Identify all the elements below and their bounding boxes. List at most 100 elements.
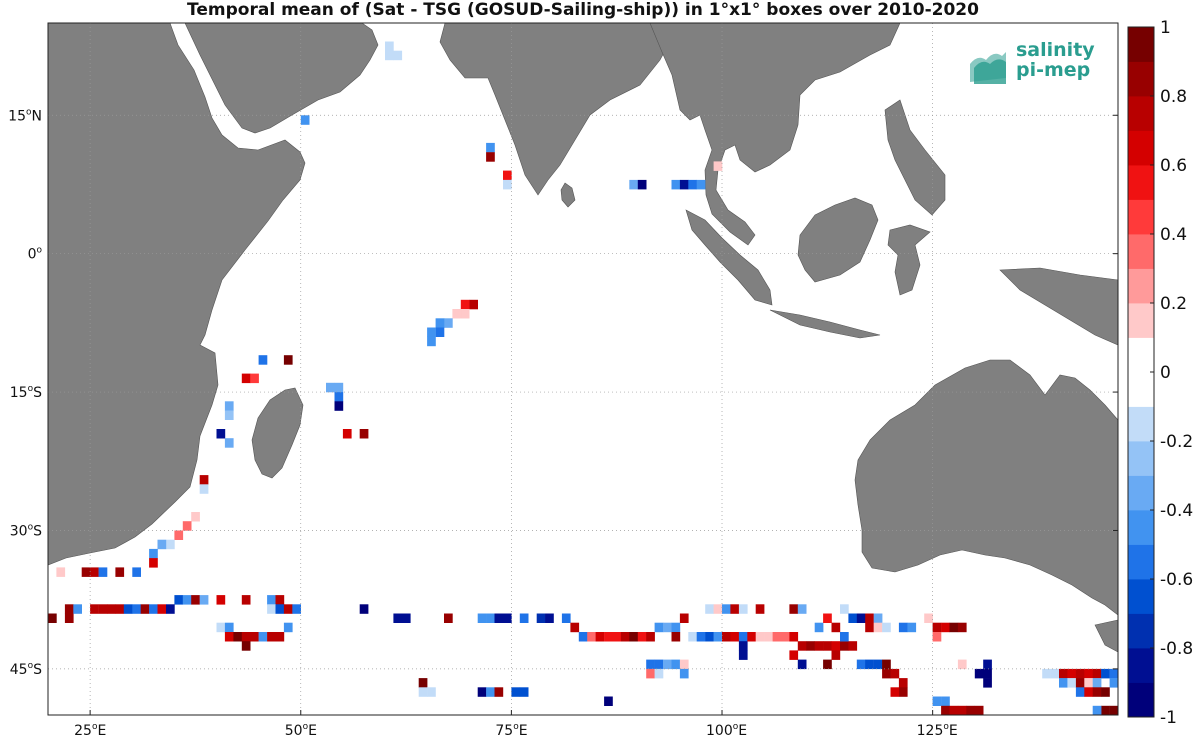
- data-cell: [224, 410, 234, 420]
- data-cell: [401, 613, 411, 623]
- data-cell: [679, 613, 689, 623]
- data-cell: [418, 678, 428, 688]
- data-cell: [435, 327, 445, 337]
- colorbar-tick-label: -1: [1160, 708, 1177, 728]
- data-cell: [789, 604, 799, 614]
- data-cell: [865, 622, 874, 633]
- data-cell: [873, 622, 883, 633]
- data-cell: [848, 613, 858, 623]
- data-cell: [224, 622, 234, 633]
- borneo-island: [797, 197, 879, 283]
- data-cell: [283, 622, 293, 633]
- colorbar-segment: [1128, 61, 1154, 97]
- data-cell: [646, 632, 655, 642]
- data-cell: [831, 650, 841, 660]
- logo-line2: pi-mep: [1016, 59, 1091, 81]
- data-cell: [738, 641, 748, 651]
- lon-tick-label: 25oE: [74, 722, 106, 739]
- data-cell: [654, 668, 664, 679]
- logo-wave-icon: [970, 52, 1006, 84]
- data-cell: [654, 622, 664, 633]
- colorbar-tick-label: -0.4: [1160, 501, 1193, 521]
- data-cell: [511, 687, 521, 697]
- data-cell: [98, 604, 108, 614]
- data-cell: [486, 142, 495, 153]
- data-cell: [941, 622, 950, 633]
- data-cell: [98, 567, 108, 577]
- data-cell: [486, 613, 495, 623]
- data-cell: [385, 50, 394, 61]
- data-cell: [233, 632, 243, 642]
- data-cell: [334, 392, 344, 402]
- data-cell: [199, 475, 209, 485]
- data-cell: [654, 659, 664, 670]
- data-cell: [1084, 687, 1093, 697]
- data-cell: [814, 622, 824, 633]
- data-cell: [427, 336, 436, 347]
- data-cell: [250, 373, 259, 384]
- data-cell: [300, 115, 310, 125]
- colorbar-segment: [1128, 682, 1154, 718]
- colorbar-segment: [1128, 648, 1154, 683]
- data-cell: [241, 373, 251, 384]
- colorbar-segment: [1128, 303, 1154, 338]
- data-cell: [848, 641, 858, 651]
- colorbar-segment: [1128, 337, 1154, 373]
- data-cell: [157, 539, 167, 550]
- plot-title: Temporal mean of (Sat - TSG (GOSUD-Saili…: [187, 0, 979, 20]
- data-cell: [856, 613, 866, 623]
- india-landmass: [439, 22, 681, 196]
- data-cell: [882, 659, 891, 670]
- data-cell: [334, 382, 344, 393]
- data-cell: [840, 604, 849, 614]
- data-cell: [427, 327, 436, 337]
- colorbar-tick-label: -0.8: [1160, 639, 1193, 659]
- data-cell: [536, 613, 546, 623]
- lon-tick-label: 125oE: [917, 722, 958, 739]
- data-cell: [334, 401, 344, 411]
- data-cell: [216, 429, 226, 439]
- data-cell: [64, 604, 74, 614]
- data-cell: [957, 659, 967, 670]
- colorbar-segment: [1128, 165, 1154, 200]
- data-cell: [671, 179, 681, 190]
- data-cell: [275, 595, 285, 605]
- madagascar-island: [251, 387, 304, 479]
- data-cell: [477, 687, 487, 697]
- data-cell: [637, 179, 647, 190]
- data-cell: [713, 161, 723, 171]
- data-cell: [966, 705, 975, 716]
- data-cell: [789, 632, 799, 642]
- data-cell: [806, 641, 815, 651]
- lat-tick-label: 0o: [28, 246, 43, 263]
- data-cell: [460, 309, 470, 319]
- data-cell: [646, 659, 655, 670]
- data-cell: [789, 650, 799, 660]
- data-cell: [890, 687, 900, 697]
- data-cell: [1042, 668, 1051, 679]
- data-cell: [359, 604, 369, 614]
- data-cell: [755, 604, 765, 614]
- philippines-islands: [884, 99, 946, 216]
- data-cell: [342, 429, 352, 439]
- data-cell: [797, 604, 807, 614]
- data-cell: [444, 318, 453, 328]
- lon-tick-label: 50oE: [285, 722, 317, 739]
- colorbar-tick-label: 0.6: [1160, 156, 1187, 176]
- colorbar-segment: [1128, 268, 1154, 304]
- data-cell: [941, 705, 950, 716]
- colorbar-segment: [1128, 130, 1154, 166]
- data-cell: [385, 41, 394, 51]
- data-cell: [90, 567, 99, 577]
- data-cell: [216, 622, 226, 633]
- data-cell: [1109, 678, 1119, 688]
- data-cell: [873, 659, 883, 670]
- data-cell: [620, 632, 630, 642]
- data-cell: [738, 604, 748, 614]
- colorbar-segment: [1128, 475, 1154, 511]
- data-cell: [275, 632, 285, 642]
- data-cell: [166, 604, 175, 614]
- data-cell: [486, 687, 495, 697]
- data-cells: [48, 41, 1119, 716]
- data-cell: [873, 613, 883, 623]
